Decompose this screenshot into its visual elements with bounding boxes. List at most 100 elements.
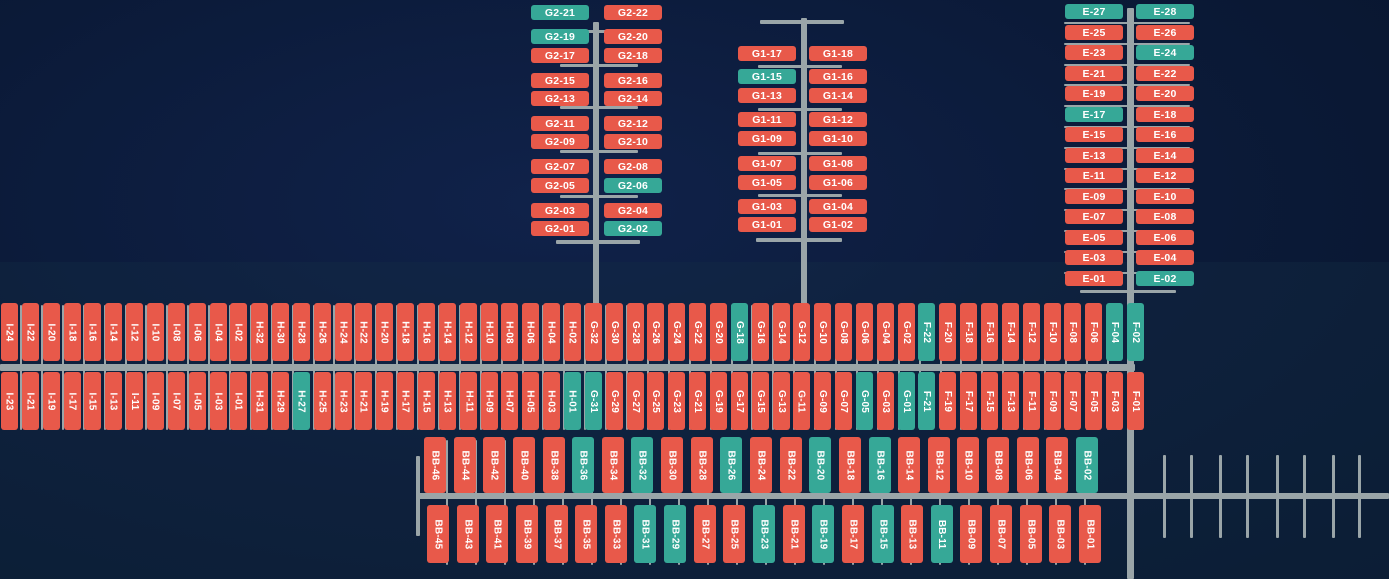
slip-f-16[interactable]: F-16 bbox=[981, 303, 998, 361]
slip-bb-25[interactable]: BB-25 bbox=[723, 505, 745, 563]
slip-g-06[interactable]: G-06 bbox=[856, 303, 873, 361]
slip-bb-46[interactable]: BB-46 bbox=[424, 437, 446, 493]
slip-e-28[interactable]: E-28 bbox=[1136, 4, 1194, 19]
slip-f-18[interactable]: F-18 bbox=[960, 303, 977, 361]
slip-g1-09[interactable]: G1-09 bbox=[738, 131, 796, 146]
slip-h-25[interactable]: H-25 bbox=[314, 372, 331, 430]
slip-g2-03[interactable]: G2-03 bbox=[531, 203, 589, 218]
slip-f-03[interactable]: F-03 bbox=[1106, 372, 1123, 430]
slip-bb-28[interactable]: BB-28 bbox=[691, 437, 713, 493]
slip-i-06[interactable]: I-06 bbox=[189, 303, 206, 361]
slip-g-17[interactable]: G-17 bbox=[731, 372, 748, 430]
slip-g2-05[interactable]: G2-05 bbox=[531, 178, 589, 193]
slip-i-04[interactable]: I-04 bbox=[210, 303, 227, 361]
slip-e-11[interactable]: E-11 bbox=[1065, 168, 1123, 183]
slip-h-19[interactable]: H-19 bbox=[376, 372, 393, 430]
slip-bb-04[interactable]: BB-04 bbox=[1046, 437, 1068, 493]
slip-g-30[interactable]: G-30 bbox=[606, 303, 623, 361]
slip-bb-31[interactable]: BB-31 bbox=[634, 505, 656, 563]
slip-bb-37[interactable]: BB-37 bbox=[546, 505, 568, 563]
slip-bb-12[interactable]: BB-12 bbox=[928, 437, 950, 493]
slip-h-17[interactable]: H-17 bbox=[397, 372, 414, 430]
slip-bb-34[interactable]: BB-34 bbox=[602, 437, 624, 493]
slip-e-24[interactable]: E-24 bbox=[1136, 45, 1194, 60]
slip-h-03[interactable]: H-03 bbox=[543, 372, 560, 430]
slip-g-14[interactable]: G-14 bbox=[773, 303, 790, 361]
slip-f-04[interactable]: F-04 bbox=[1106, 303, 1123, 361]
slip-i-08[interactable]: I-08 bbox=[168, 303, 185, 361]
slip-g1-06[interactable]: G1-06 bbox=[809, 175, 867, 190]
slip-h-15[interactable]: H-15 bbox=[418, 372, 435, 430]
slip-h-27[interactable]: H-27 bbox=[293, 372, 310, 430]
slip-h-32[interactable]: H-32 bbox=[251, 303, 268, 361]
slip-g-21[interactable]: G-21 bbox=[689, 372, 706, 430]
slip-g2-11[interactable]: G2-11 bbox=[531, 116, 589, 131]
slip-e-21[interactable]: E-21 bbox=[1065, 66, 1123, 81]
slip-bb-30[interactable]: BB-30 bbox=[661, 437, 683, 493]
slip-i-10[interactable]: I-10 bbox=[147, 303, 164, 361]
slip-g2-14[interactable]: G2-14 bbox=[604, 91, 662, 106]
slip-e-18[interactable]: E-18 bbox=[1136, 107, 1194, 122]
slip-i-22[interactable]: I-22 bbox=[22, 303, 39, 361]
slip-h-30[interactable]: H-30 bbox=[272, 303, 289, 361]
slip-bb-11[interactable]: BB-11 bbox=[931, 505, 953, 563]
slip-f-13[interactable]: F-13 bbox=[1002, 372, 1019, 430]
slip-e-27[interactable]: E-27 bbox=[1065, 4, 1123, 19]
slip-g2-02[interactable]: G2-02 bbox=[604, 221, 662, 236]
slip-g1-15[interactable]: G1-15 bbox=[738, 69, 796, 84]
slip-h-12[interactable]: H-12 bbox=[460, 303, 477, 361]
slip-f-21[interactable]: F-21 bbox=[918, 372, 935, 430]
slip-g-23[interactable]: G-23 bbox=[668, 372, 685, 430]
slip-bb-14[interactable]: BB-14 bbox=[898, 437, 920, 493]
slip-g-32[interactable]: G-32 bbox=[585, 303, 602, 361]
slip-bb-42[interactable]: BB-42 bbox=[483, 437, 505, 493]
slip-bb-20[interactable]: BB-20 bbox=[809, 437, 831, 493]
slip-g-28[interactable]: G-28 bbox=[627, 303, 644, 361]
slip-bb-35[interactable]: BB-35 bbox=[575, 505, 597, 563]
slip-i-19[interactable]: I-19 bbox=[43, 372, 60, 430]
slip-e-14[interactable]: E-14 bbox=[1136, 148, 1194, 163]
slip-e-10[interactable]: E-10 bbox=[1136, 189, 1194, 204]
slip-g2-21[interactable]: G2-21 bbox=[531, 5, 589, 20]
slip-g-07[interactable]: G-07 bbox=[835, 372, 852, 430]
slip-e-25[interactable]: E-25 bbox=[1065, 25, 1123, 40]
slip-bb-16[interactable]: BB-16 bbox=[869, 437, 891, 493]
slip-g1-12[interactable]: G1-12 bbox=[809, 112, 867, 127]
slip-i-07[interactable]: I-07 bbox=[168, 372, 185, 430]
slip-e-09[interactable]: E-09 bbox=[1065, 189, 1123, 204]
slip-h-22[interactable]: H-22 bbox=[355, 303, 372, 361]
slip-e-22[interactable]: E-22 bbox=[1136, 66, 1194, 81]
slip-bb-10[interactable]: BB-10 bbox=[957, 437, 979, 493]
slip-bb-33[interactable]: BB-33 bbox=[605, 505, 627, 563]
slip-g-05[interactable]: G-05 bbox=[856, 372, 873, 430]
slip-bb-36[interactable]: BB-36 bbox=[572, 437, 594, 493]
slip-g1-14[interactable]: G1-14 bbox=[809, 88, 867, 103]
slip-bb-45[interactable]: BB-45 bbox=[427, 505, 449, 563]
slip-h-14[interactable]: H-14 bbox=[439, 303, 456, 361]
slip-g-16[interactable]: G-16 bbox=[752, 303, 769, 361]
slip-g1-05[interactable]: G1-05 bbox=[738, 175, 796, 190]
slip-g-12[interactable]: G-12 bbox=[793, 303, 810, 361]
slip-f-22[interactable]: F-22 bbox=[918, 303, 935, 361]
slip-g1-18[interactable]: G1-18 bbox=[809, 46, 867, 61]
slip-i-01[interactable]: I-01 bbox=[230, 372, 247, 430]
slip-e-19[interactable]: E-19 bbox=[1065, 86, 1123, 101]
slip-bb-15[interactable]: BB-15 bbox=[872, 505, 894, 563]
slip-g-04[interactable]: G-04 bbox=[877, 303, 894, 361]
slip-bb-03[interactable]: BB-03 bbox=[1049, 505, 1071, 563]
slip-g2-06[interactable]: G2-06 bbox=[604, 178, 662, 193]
slip-g1-10[interactable]: G1-10 bbox=[809, 131, 867, 146]
slip-f-20[interactable]: F-20 bbox=[939, 303, 956, 361]
slip-h-05[interactable]: H-05 bbox=[522, 372, 539, 430]
slip-g2-16[interactable]: G2-16 bbox=[604, 73, 662, 88]
slip-bb-26[interactable]: BB-26 bbox=[720, 437, 742, 493]
slip-bb-27[interactable]: BB-27 bbox=[694, 505, 716, 563]
slip-bb-19[interactable]: BB-19 bbox=[812, 505, 834, 563]
slip-bb-32[interactable]: BB-32 bbox=[631, 437, 653, 493]
slip-g2-08[interactable]: G2-08 bbox=[604, 159, 662, 174]
slip-h-26[interactable]: H-26 bbox=[314, 303, 331, 361]
slip-g1-01[interactable]: G1-01 bbox=[738, 217, 796, 232]
slip-e-16[interactable]: E-16 bbox=[1136, 127, 1194, 142]
slip-g1-16[interactable]: G1-16 bbox=[809, 69, 867, 84]
slip-g2-07[interactable]: G2-07 bbox=[531, 159, 589, 174]
